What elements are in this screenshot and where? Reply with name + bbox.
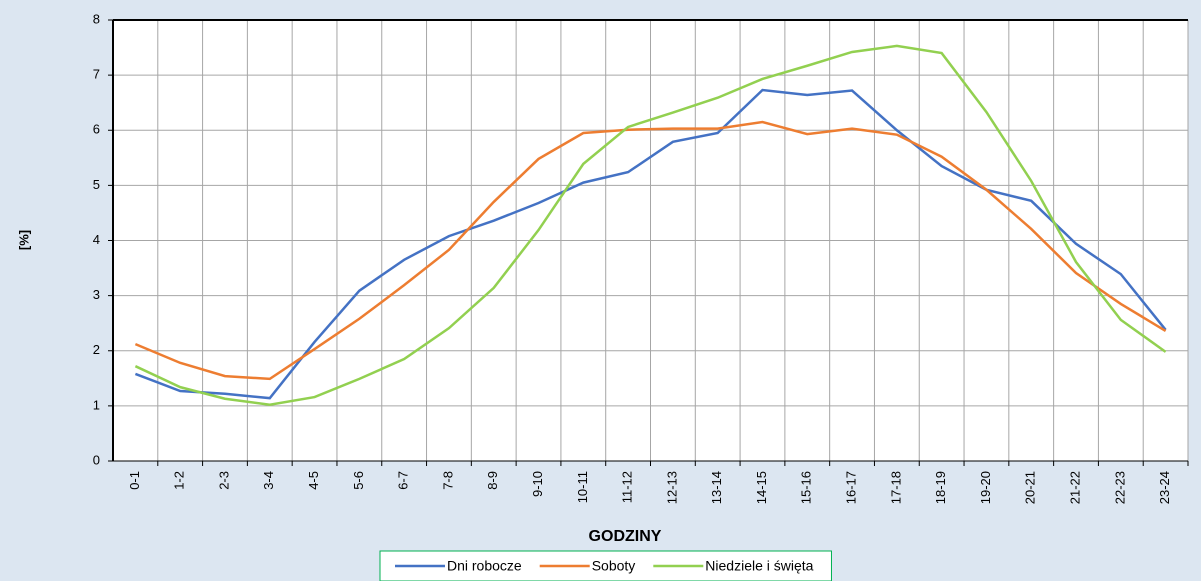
x-tick-label: 20-21 bbox=[1023, 471, 1038, 504]
x-tick-label: 16-17 bbox=[844, 471, 859, 504]
x-tick-label: 21-22 bbox=[1067, 471, 1082, 504]
y-tick-label: 1 bbox=[93, 397, 100, 412]
x-tick-label: 17-18 bbox=[888, 471, 903, 504]
x-tick-label: 15-16 bbox=[799, 471, 814, 504]
x-tick-label: 14-15 bbox=[754, 471, 769, 504]
x-tick-label: 13-14 bbox=[709, 471, 724, 504]
series-line bbox=[134, 120, 1167, 381]
x-tick-label: 7-8 bbox=[440, 471, 455, 490]
x-tick-label: 2-3 bbox=[216, 471, 231, 490]
legend-box bbox=[379, 550, 832, 581]
x-tick-label: 5-6 bbox=[351, 471, 366, 490]
x-tick-label: 9-10 bbox=[530, 471, 545, 497]
x-tick-label: 23-24 bbox=[1157, 471, 1172, 504]
x-tick-label: 12-13 bbox=[664, 471, 679, 504]
x-tick-label: 8-9 bbox=[485, 471, 500, 490]
x-axis-title: GODZINY bbox=[589, 528, 662, 545]
y-axis-title: [%] bbox=[16, 230, 31, 250]
x-tick-label: 10-11 bbox=[575, 471, 590, 503]
legend-label: Dni robocze bbox=[447, 558, 522, 574]
x-tick-label: 22-23 bbox=[1112, 471, 1127, 504]
y-tick-label: 0 bbox=[93, 452, 100, 467]
y-tick-label: 4 bbox=[93, 232, 100, 247]
x-tick-label: 0-1 bbox=[127, 471, 142, 490]
legend-label: Niedziele i święta bbox=[705, 558, 813, 574]
x-tick-label: 4-5 bbox=[306, 471, 321, 490]
series-line bbox=[134, 88, 1167, 400]
y-tick-label: 2 bbox=[93, 342, 100, 357]
series-line bbox=[134, 44, 1167, 407]
x-tick-label: 11-12 bbox=[620, 471, 635, 503]
y-tick-label: 6 bbox=[93, 122, 100, 137]
y-tick-label: 5 bbox=[93, 177, 100, 192]
x-tick-label: 1-2 bbox=[172, 471, 187, 490]
y-tick-label: 8 bbox=[93, 11, 100, 26]
x-tick-label: 6-7 bbox=[396, 471, 411, 490]
x-tick-label: 3-4 bbox=[261, 471, 276, 490]
x-tick-label: 18-19 bbox=[933, 471, 948, 504]
legend-label: Soboty bbox=[592, 558, 636, 574]
x-tick-label: 19-20 bbox=[978, 471, 993, 504]
y-tick-label: 7 bbox=[93, 67, 100, 82]
y-tick-label: 3 bbox=[93, 287, 100, 302]
